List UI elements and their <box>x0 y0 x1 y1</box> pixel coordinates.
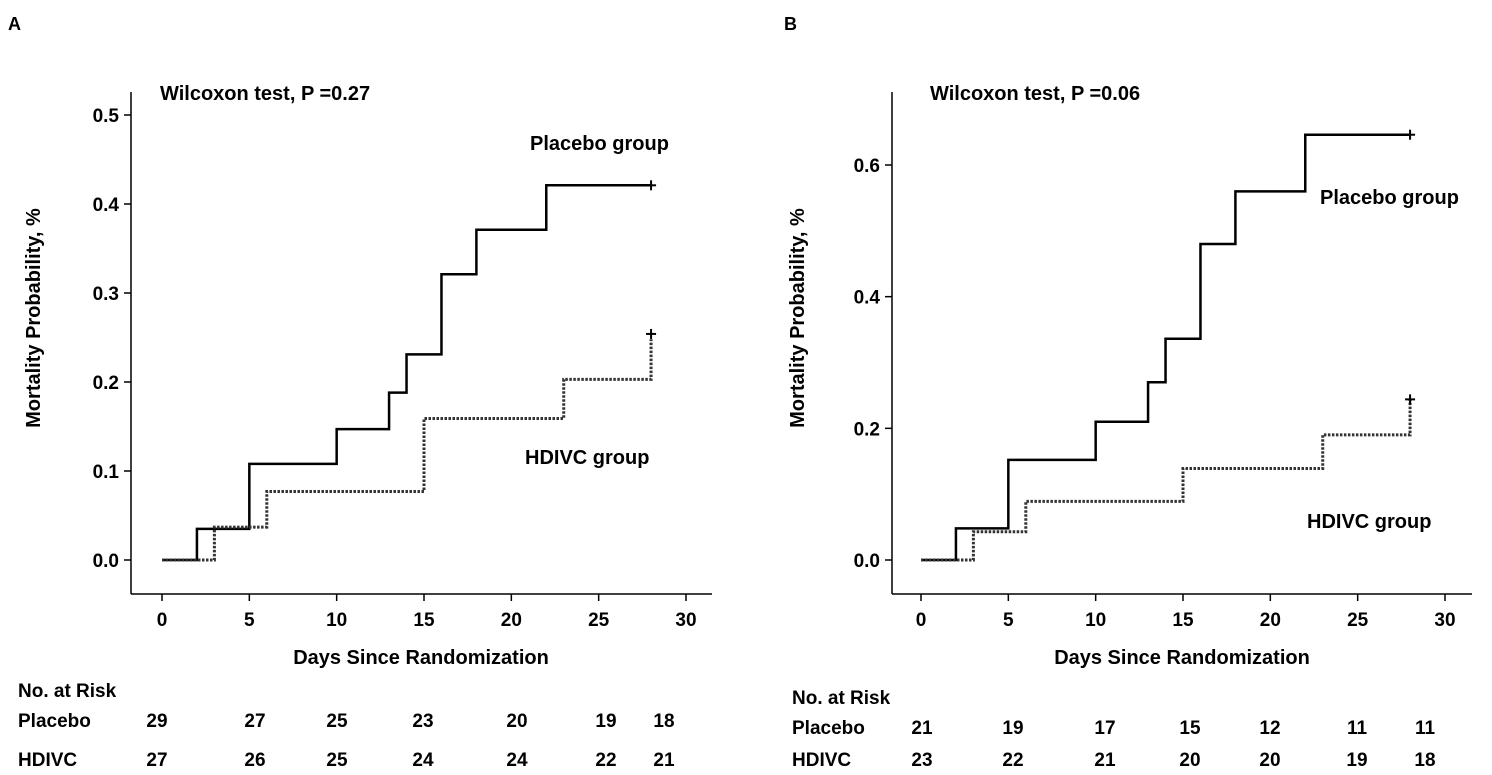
panel-b-risk-row-placebo-label: Placebo <box>792 718 865 739</box>
panel-b-x-tick-label: 0 <box>916 610 927 631</box>
panel-b-risk-value-placebo: 12 <box>1259 718 1280 739</box>
panel-a-hdivc-label: HDIVC group <box>525 447 649 469</box>
panel-a-risk-value-hdivc: 22 <box>595 750 616 771</box>
panel-b-axes <box>891 92 1472 595</box>
panel-a-risk-value-placebo: 18 <box>653 711 674 732</box>
panel-b-risk-value-hdivc: 22 <box>1002 750 1023 771</box>
panel-a-x-tick-label: 15 <box>413 610 435 631</box>
panel-b-placebo-label: Placebo group <box>1320 187 1459 209</box>
panel-b-x-ticks: 0 5 10 15 20 25 30 <box>916 594 1456 631</box>
panel-a-series-placebo-line <box>162 184 652 562</box>
panel-a-risk-value-placebo: 29 <box>146 711 167 732</box>
panel-a-y-tick-label: 0.2 <box>93 373 119 394</box>
panel-b-series <box>921 129 1416 562</box>
panel-a-risk-row-hdivc-label: HDIVC <box>18 750 77 771</box>
panel-b-hdivc-label: HDIVC group <box>1307 511 1431 533</box>
panel-b-y-tick-label: 0.4 <box>854 288 881 309</box>
panel-a-series-hdivc-censor-mark <box>646 328 657 339</box>
panel-b-x-tick-label: 10 <box>1085 610 1106 631</box>
panel-a-y-tick-label: 0.5 <box>93 106 120 127</box>
panel-a-risk-table: No. at Risk Placebo HDIVC 29 27 25 23 20 19 18… <box>18 681 675 771</box>
panel-a-x-tick-label: 5 <box>244 610 255 631</box>
panel-b-y-ticks: 0.0 0.2 0.4 0.6 <box>854 156 892 572</box>
panel-b-risk-value-placebo: 17 <box>1094 718 1115 739</box>
panel-a-risk-value-placebo: 19 <box>595 711 616 732</box>
panel-a-risk-value-hdivc: 24 <box>506 750 528 771</box>
panel-a-x-tick-label: 30 <box>675 610 696 631</box>
panel-a-x-tick-label: 10 <box>326 610 347 631</box>
panel-b-risk-value-placebo: 19 <box>1002 718 1023 739</box>
panel-b-series-hdivc-censor-mark <box>1405 394 1416 405</box>
panel-b-y-axis-label: Mortality Probability, % <box>787 208 809 428</box>
panel-b-x-tick-label: 30 <box>1434 610 1455 631</box>
panel-a-risk-value-hdivc: 21 <box>653 750 675 771</box>
panel-b-y-tick-label: 0.2 <box>854 419 880 440</box>
panel-b-risk-value-hdivc: 23 <box>911 750 932 771</box>
panel-b-risk-value-hdivc: 21 <box>1094 750 1116 771</box>
panel-b-risk-value-hdivc: 18 <box>1414 750 1435 771</box>
panel-a-risk-value-placebo: 27 <box>244 711 265 732</box>
panel-b-risk-value-hdivc: 19 <box>1346 750 1367 771</box>
panel-b-risk-row-hdivc-label: HDIVC <box>792 750 851 771</box>
panel-a-y-tick-label: 0.1 <box>93 462 120 483</box>
panel-b-x-tick-label: 15 <box>1172 610 1194 631</box>
panel-a-risk-value-hdivc: 25 <box>326 750 348 771</box>
panel-a-risk-values: 29 27 25 23 20 19 18 27 26 25 24 24 22 21 <box>146 711 675 771</box>
panel-b-risk-values: 21 19 17 15 12 11 11 23 22 21 20 20 19 18 <box>911 718 1435 771</box>
panel-b-series-hdivc-line <box>921 399 1412 562</box>
panel-b-risk-value-placebo: 11 <box>1347 718 1368 739</box>
panel-b-y-tick-label: 0.0 <box>854 551 880 572</box>
panel-b-y-tick-label: 0.6 <box>854 156 880 177</box>
panel-a-y-tick-label: 0.4 <box>93 195 120 216</box>
panel-b-wilcoxon-annotation: Wilcoxon test, P =0.06 <box>930 83 1140 105</box>
panel-a-series-hdivc-line <box>162 339 653 562</box>
panel-a-x-tick-label: 20 <box>501 610 522 631</box>
panel-b-risk-value-hdivc: 20 <box>1259 750 1280 771</box>
panel-b-x-tick-label: 25 <box>1347 610 1369 631</box>
panel-b-letter: B <box>784 14 797 34</box>
panel-b-risk-value-placebo: 11 <box>1415 718 1436 739</box>
panel-a-risk-value-hdivc: 24 <box>412 750 434 771</box>
panel-a-risk-value-hdivc: 26 <box>244 750 265 771</box>
panel-b-x-tick-label: 20 <box>1260 610 1281 631</box>
panel-b-risk-value-hdivc: 20 <box>1179 750 1200 771</box>
panel-a-risk-row-placebo-label: Placebo <box>18 711 91 732</box>
panel-a-risk-title: No. at Risk <box>18 681 117 702</box>
panel-b: B 0.0 0.2 0.4 0.6 0 5 10 15 20 25 30 Wilcoxon tes… <box>784 14 1472 771</box>
panel-a-y-axis-label: Mortality Probability, % <box>23 208 45 428</box>
panel-a-series-placebo-censor-mark <box>646 180 657 191</box>
panel-a-x-ticks: 0 5 10 15 20 25 30 <box>157 594 697 631</box>
panel-a-y-ticks: 0.0 0.1 0.2 0.3 0.4 0.5 <box>93 106 131 572</box>
panel-a-risk-value-placebo: 20 <box>506 711 527 732</box>
panel-b-risk-table: No. at Risk Placebo HDIVC 21 19 17 15 12 11 11… <box>792 688 1436 771</box>
panel-a-y-tick-label: 0.0 <box>93 551 119 572</box>
panel-b-x-tick-label: 5 <box>1003 610 1014 631</box>
panel-a-x-axis-label: Days Since Randomization <box>293 647 549 669</box>
panel-a-risk-value-placebo: 25 <box>326 711 348 732</box>
panel-b-risk-title: No. at Risk <box>792 688 891 709</box>
panel-b-x-axis-label: Days Since Randomization <box>1054 647 1310 669</box>
panel-a-x-tick-label: 0 <box>157 610 168 631</box>
panel-a: A 0.0 0.1 0.2 0.3 0.4 0.5 0 5 10 15 20 25 30 Wilcox… <box>8 14 712 771</box>
panel-a-letter: A <box>8 14 21 34</box>
panel-a-y-tick-label: 0.3 <box>93 284 119 305</box>
panel-a-x-tick-label: 25 <box>588 610 610 631</box>
panel-b-series-placebo-line <box>921 133 1411 562</box>
panel-a-placebo-label: Placebo group <box>530 133 669 155</box>
panel-a-axes <box>130 92 712 595</box>
panel-a-risk-value-placebo: 23 <box>412 711 433 732</box>
panel-a-risk-value-hdivc: 27 <box>146 750 167 771</box>
panel-b-risk-value-placebo: 21 <box>911 718 933 739</box>
panel-a-series <box>162 180 657 562</box>
panel-b-risk-value-placebo: 15 <box>1179 718 1201 739</box>
panel-b-series-placebo-censor-mark <box>1405 129 1416 140</box>
panel-a-wilcoxon-annotation: Wilcoxon test, P =0.27 <box>160 83 370 105</box>
